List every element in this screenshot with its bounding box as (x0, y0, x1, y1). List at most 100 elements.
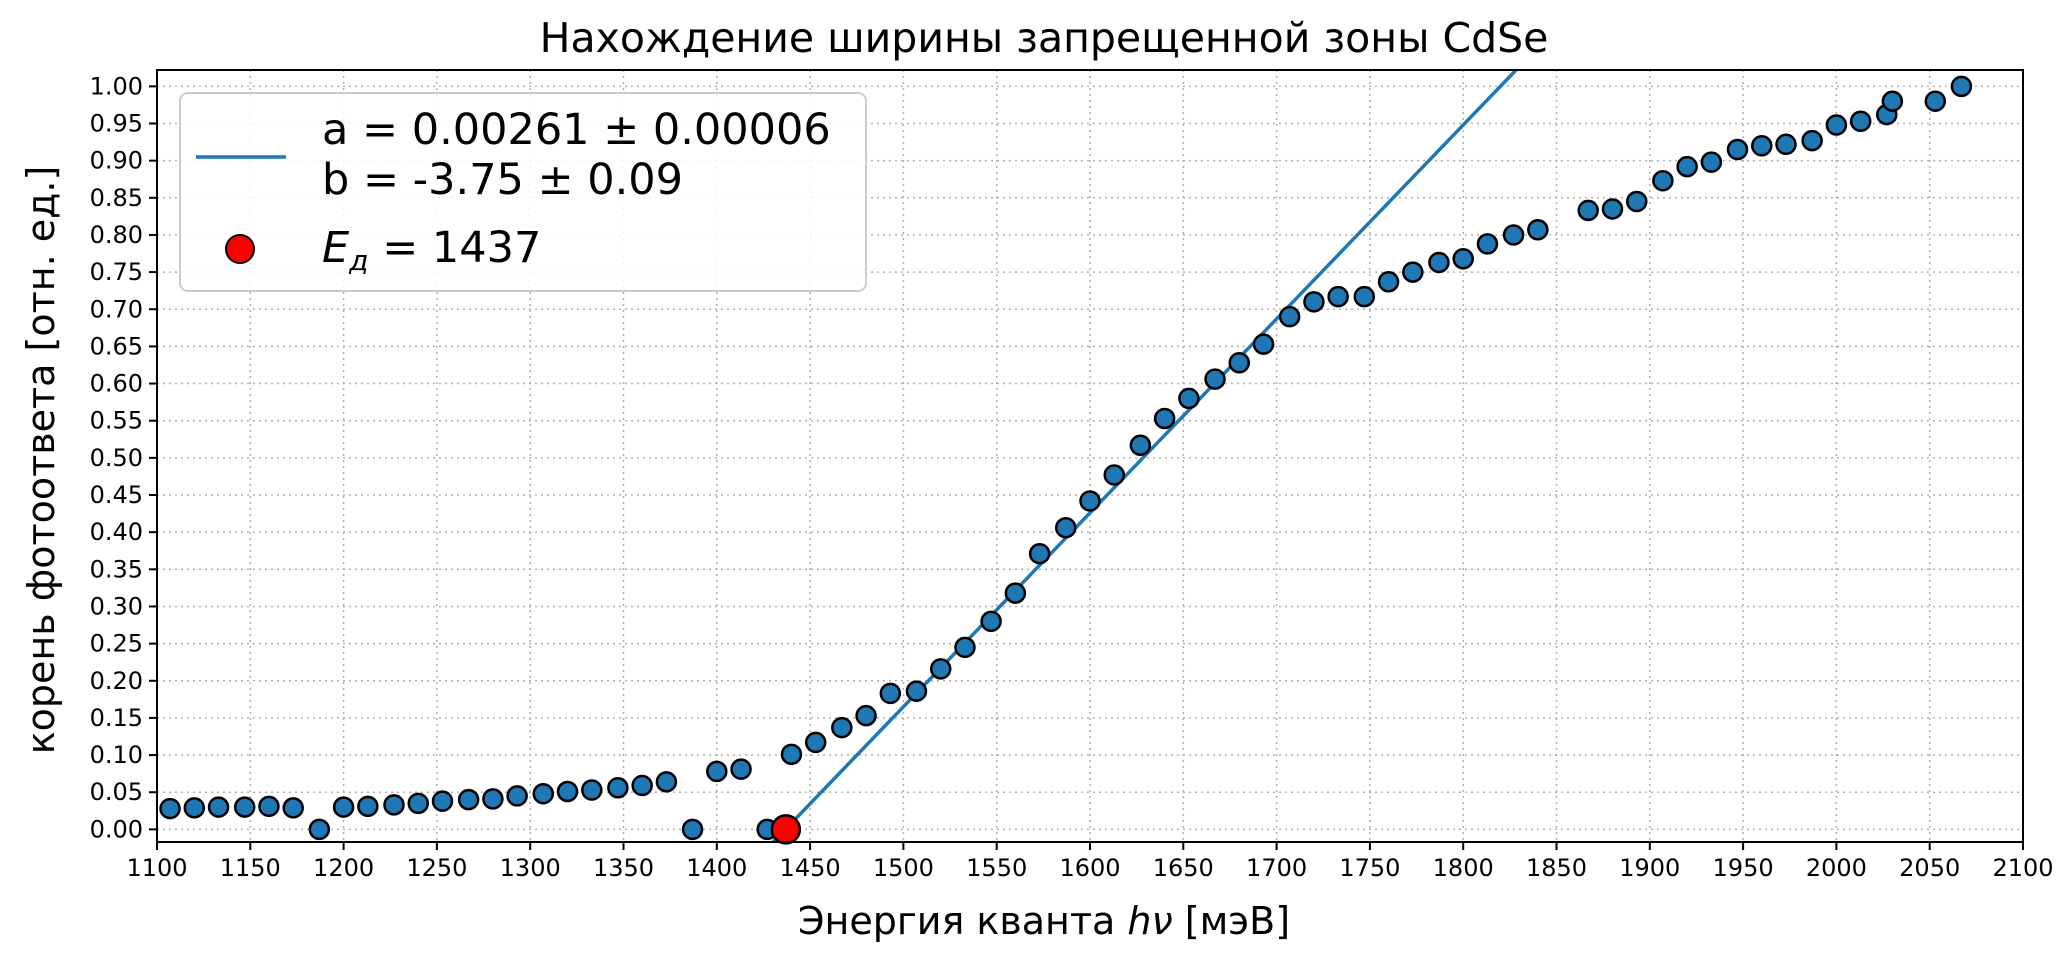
data-point (879, 682, 902, 705)
data-point (332, 796, 355, 818)
data-point (1676, 155, 1698, 178)
data-point (631, 774, 653, 797)
legend: a = 0.00261 ± 0.00006 b = -3.75 ± 0.09 E… (179, 92, 867, 292)
data-point (1452, 247, 1474, 270)
y-tick-label: 0.30 (90, 592, 143, 620)
data-point (1228, 352, 1251, 374)
legend-highlight-value: = 1437 (369, 223, 542, 273)
data-point (1278, 305, 1301, 328)
data-point (804, 731, 827, 754)
data-point (1402, 261, 1424, 283)
x-tick-label: 1300 (500, 854, 561, 882)
data-point (1950, 75, 1973, 98)
y-tick-label: 0.35 (90, 555, 143, 583)
x-tick-label: 1750 (1339, 854, 1400, 882)
legend-fit-b: b = -3.75 ± 0.09 (322, 155, 683, 205)
fit-line (771, 70, 1519, 842)
data-point (308, 818, 331, 841)
data-point (954, 636, 976, 659)
data-point (1577, 199, 1599, 222)
data-point (1327, 285, 1349, 308)
data-point (980, 610, 1002, 633)
x-tick-label: 1800 (1433, 854, 1494, 882)
data-point (1775, 133, 1797, 156)
data-point (1476, 233, 1499, 255)
x-tick-label: 1450 (780, 854, 841, 882)
y-tick-label: 0.90 (90, 147, 143, 175)
data-point (1153, 407, 1176, 430)
y-tick-label: 0.70 (90, 295, 143, 323)
data-point (183, 797, 206, 819)
data-point (1129, 434, 1152, 456)
data-point (780, 743, 803, 766)
x-tick-label: 1400 (686, 854, 747, 882)
y-tick-label: 0.25 (90, 630, 143, 658)
legend-highlight-symbol: E (322, 223, 350, 273)
chart-title: Нахождение ширины запрещенной зоны CdSe (540, 14, 1549, 62)
x-tick-label: 1350 (593, 854, 654, 882)
x-tick-label: 1250 (406, 854, 467, 882)
y-tick-label: 0.95 (90, 109, 143, 137)
y-tick-label: 1.00 (90, 72, 143, 100)
data-point (1428, 251, 1450, 274)
data-point (1527, 218, 1549, 241)
x-tick-label: 1550 (966, 854, 1027, 882)
y-tick-label: 0.20 (90, 667, 143, 695)
data-point (1924, 90, 1947, 112)
data-point (1652, 169, 1674, 192)
highlight-point (770, 814, 802, 845)
data-point (1353, 285, 1376, 308)
data-point (706, 760, 728, 783)
data-point (457, 788, 480, 811)
data-point (1625, 190, 1648, 213)
data-point (681, 818, 704, 841)
x-tick-label: 1100 (126, 854, 187, 882)
x-tick-label: 1950 (1713, 854, 1774, 882)
legend-highlight-swatch (225, 234, 255, 264)
x-tick-label: 1850 (1526, 854, 1587, 882)
data-point (1825, 114, 1848, 136)
y-tick-label: 0.65 (90, 332, 143, 360)
data-point (730, 758, 752, 780)
legend-fit-a: a = 0.00261 ± 0.00006 (322, 105, 831, 155)
data-point (258, 795, 280, 818)
x-tick-label: 1500 (873, 854, 934, 882)
data-point (1178, 387, 1200, 410)
y-tick-label: 0.00 (90, 815, 143, 843)
y-tick-label: 0.40 (90, 518, 143, 546)
data-point (1252, 333, 1275, 355)
fit-layer (771, 70, 1519, 842)
data-point (282, 797, 304, 819)
data-point (855, 704, 877, 727)
y-tick-label: 0.45 (90, 481, 143, 509)
y-axis-label: корень фотоответа [отн. ед.] (19, 166, 63, 755)
data-point (556, 780, 579, 803)
data-point (929, 658, 952, 680)
data-point (1601, 198, 1624, 220)
x-tick-label: 2000 (1806, 854, 1867, 882)
y-tick-label: 0.80 (90, 221, 143, 249)
x-ticks: 1100 1150 1200 1250 1300 1350 1400 1450 1500 1550… (126, 842, 2054, 882)
points-layer (159, 75, 1973, 845)
legend-highlight-label: Eд = 1437 (322, 223, 541, 277)
data-point (581, 779, 603, 801)
data-point (831, 716, 853, 739)
data-point (357, 795, 379, 818)
data-point (1303, 291, 1325, 313)
data-point (1726, 138, 1749, 161)
data-point (506, 785, 528, 807)
x-tick-label: 1600 (1059, 854, 1120, 882)
data-point (207, 796, 230, 818)
data-point (655, 771, 678, 793)
x-axis-label-main: Энергия кванта (798, 899, 1127, 943)
x-tick-label: 2050 (1899, 854, 1960, 882)
data-point (1004, 582, 1027, 604)
y-tick-label: 0.60 (90, 370, 143, 398)
x-tick-label: 1700 (1246, 854, 1307, 882)
x-tick-label: 1650 (1153, 854, 1214, 882)
x-axis-label: Энергия кванта hν [мэВ] (798, 899, 1290, 943)
data-point (383, 794, 405, 816)
data-point (905, 680, 928, 702)
data-point (1028, 542, 1051, 565)
data-point (431, 790, 454, 812)
